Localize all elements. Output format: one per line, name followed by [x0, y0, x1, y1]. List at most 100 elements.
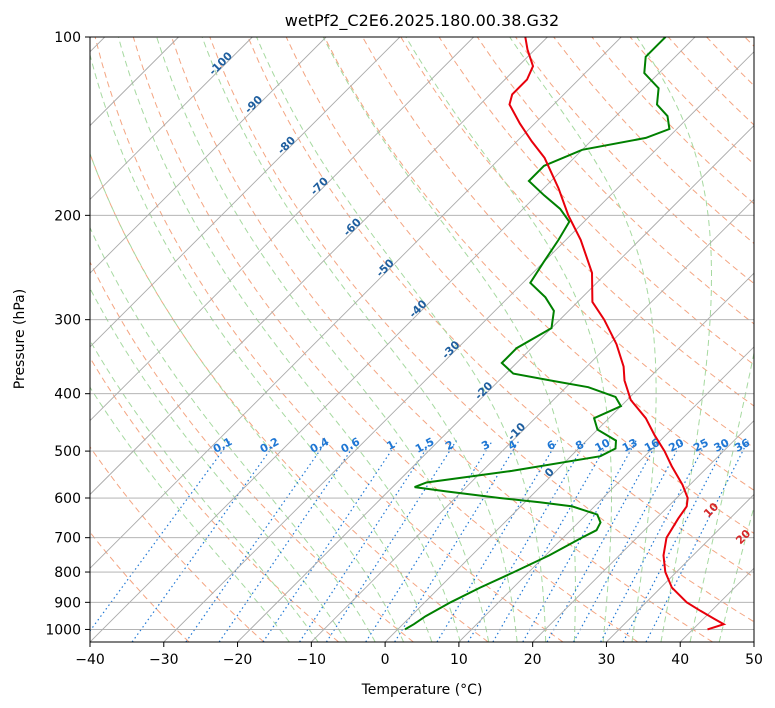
mixing-ratio-line	[90, 440, 231, 632]
x-tick-label: 40	[671, 652, 689, 668]
isotherm-line	[163, 51, 754, 642]
moist-adiabat-line	[718, 504, 754, 642]
isotherm-line	[384, 272, 754, 642]
mixing-ratio-line	[218, 440, 359, 642]
mixing-ratio-lines	[90, 440, 749, 642]
y-tick-label: 600	[54, 491, 81, 507]
mixing-ratio-label: 36	[732, 436, 752, 455]
mixing-ratio-line	[600, 440, 708, 642]
moist-adiabat-line	[509, 37, 657, 642]
isotherm-line	[90, 37, 474, 422]
temperature-line	[508, 37, 727, 631]
isotherm-line	[237, 124, 754, 642]
x-tick-label: 10	[450, 652, 468, 668]
x-tick-label: −40	[75, 652, 105, 668]
mixing-ratio-label: 0.2	[258, 435, 281, 456]
y-tick-label: 800	[54, 565, 81, 581]
isotherm-line	[311, 198, 754, 642]
isotherm-label: -20	[472, 379, 495, 402]
isotherm-line	[90, 37, 253, 200]
mixing-ratio-line	[492, 440, 610, 642]
x-tick-label: 30	[598, 652, 616, 668]
dry-adiabat-line	[132, 37, 639, 642]
isotherm-line	[90, 37, 327, 274]
x-tick-label: −30	[149, 652, 179, 668]
isotherm-line	[90, 37, 401, 348]
plot-area: 0.1 0.2 0.4 0.6 1 1.5 2 3 4 6 8 10 13 16 20 25 30 36-100-…	[90, 37, 754, 642]
y-tick-label: 500	[54, 444, 81, 460]
x-tick-label: −10	[297, 652, 327, 668]
mixing-ratio-label: 13	[620, 436, 640, 455]
mixing-ratio-line	[436, 440, 559, 642]
isotherm-line	[90, 37, 548, 496]
isotherm-line	[90, 37, 622, 569]
dry-adiabat-line	[362, 37, 754, 449]
y-tick-label: 100	[54, 30, 81, 46]
mixing-ratio-line	[262, 440, 399, 642]
mixing-ratio-line	[467, 440, 587, 642]
y-axis-ticks: 100 200 300 400 500 600 700 800 900 1000	[45, 30, 90, 638]
isotherm-line	[90, 37, 696, 642]
moist-adiabat-line	[90, 287, 348, 642]
dry-adiabat-line	[744, 37, 754, 47]
moist-adiabat-line	[405, 37, 612, 642]
mixing-ratio-label: 20	[666, 436, 686, 455]
moist-adiabat-line	[90, 152, 405, 642]
dry-adiabat-line	[667, 37, 754, 126]
mixing-ratio-label: 0.4	[308, 435, 332, 456]
x-tick-label: 50	[745, 652, 763, 668]
isotherm-label: -50	[374, 256, 397, 279]
isotherm-label: -80	[275, 134, 298, 157]
y-axis-title: Pressure (hPa)	[12, 289, 28, 389]
dry-adiabat-line	[94, 37, 564, 642]
isotherm-line	[532, 420, 754, 642]
mixing-ratio-line	[645, 440, 749, 642]
moist-adiabats	[90, 37, 754, 642]
dry-adiabat-line	[90, 446, 265, 642]
dry-adiabat-line	[476, 37, 754, 325]
y-tick-label: 300	[54, 313, 81, 329]
x-axis-ticks: −40 −30 −20 −10 0 10 20 30 40 50	[75, 642, 763, 668]
isotherm-label: -70	[308, 174, 331, 197]
isotherm-label: -90	[242, 93, 265, 116]
dry-adiabats	[90, 37, 754, 642]
x-tick-label: 0	[381, 652, 390, 668]
y-tick-label: 700	[54, 531, 81, 547]
y-tick-label: 200	[54, 208, 81, 224]
isotherm-label: -30	[439, 338, 462, 361]
mixing-ratio-line	[325, 440, 457, 642]
mixing-ratio-line	[131, 440, 278, 642]
moist-adiabat-line	[117, 37, 461, 642]
x-tick-label: 20	[524, 652, 542, 668]
dewpoint-line	[404, 37, 671, 631]
isotherm-label: -100	[206, 49, 235, 78]
dry-adiabat-line	[90, 260, 414, 642]
moist-adiabat-line	[322, 37, 576, 642]
mixing-ratio-label: 25	[691, 436, 711, 455]
x-tick-label: −20	[223, 652, 253, 668]
mixing-ratio-label: 30	[712, 436, 732, 455]
dry-adiabat-line	[90, 152, 489, 642]
moist-adiabat-line	[256, 37, 547, 642]
moist-adiabat-line	[636, 37, 712, 642]
mixing-ratio-line	[185, 440, 328, 642]
moist-adiabat-line	[90, 226, 376, 642]
mixing-ratio-label: 0.6	[339, 435, 363, 456]
mixing-ratio-line	[365, 440, 494, 642]
dry-adiabat-line	[323, 37, 754, 491]
isotherm-label: -40	[406, 297, 429, 320]
y-tick-label: 400	[54, 387, 81, 403]
x-axis-title: Temperature (°C)	[361, 682, 483, 698]
chart-title: wetPf2_C2E6.2025.180.00.38.G32	[285, 11, 559, 31]
mixing-ratio-line	[394, 440, 520, 642]
moist-adiabat-line	[90, 386, 290, 642]
mixing-ratio-label: 1.5	[413, 435, 436, 456]
plot-frame	[89, 36, 755, 643]
isotherm-line	[679, 567, 754, 642]
dry-adiabat-line	[438, 37, 754, 366]
dry-adiabat-line	[171, 37, 713, 642]
mixing-ratio-line	[622, 440, 728, 642]
dry-adiabat-line	[209, 37, 754, 623]
dry-adiabat-label: 10	[701, 500, 721, 520]
mixing-ratio-label: 16	[642, 436, 662, 455]
